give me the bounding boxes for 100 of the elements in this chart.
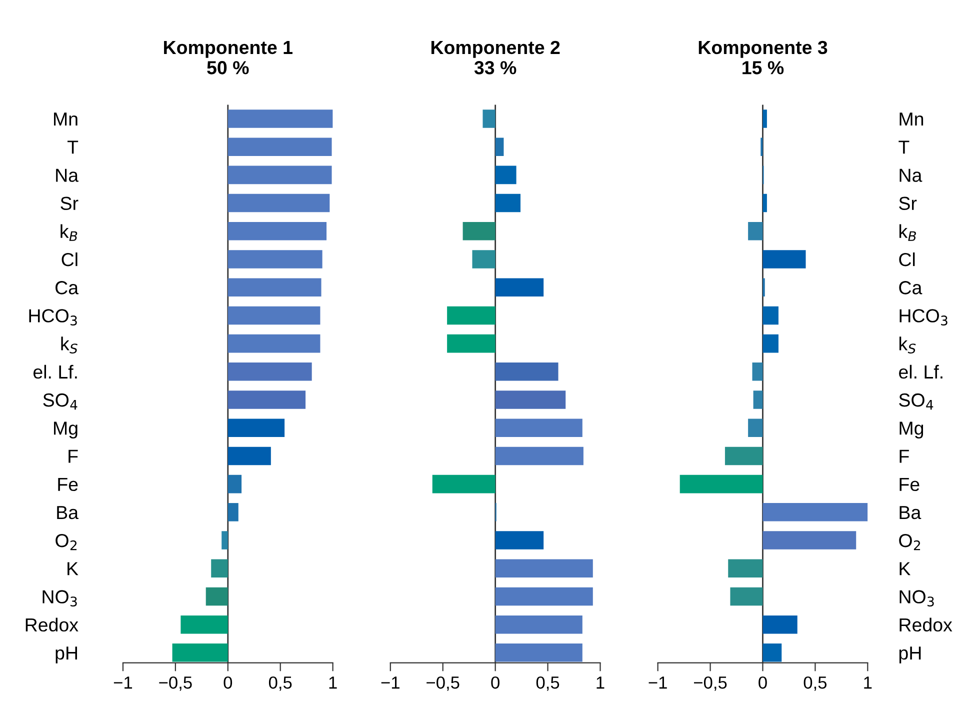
y-tick-label: SO$_{4}$ xyxy=(43,393,78,410)
y-tick-label: Ca xyxy=(899,281,922,294)
chart-title: Komponente 2 33 % xyxy=(431,40,560,74)
bar xyxy=(447,334,496,353)
x-tick-label: 1 xyxy=(329,676,337,689)
y-tick-label: k$_{S}$ xyxy=(899,336,916,354)
x-tick-label: 0 xyxy=(491,676,500,689)
x-tick-label: 0,5 xyxy=(804,676,827,691)
x-tick-label: 0 xyxy=(758,676,767,689)
bar xyxy=(495,531,544,550)
y-tick-label: K xyxy=(900,562,911,576)
y-tick-label: Mn xyxy=(900,112,924,126)
bar xyxy=(228,503,238,522)
bar xyxy=(228,222,327,240)
bar xyxy=(228,390,306,409)
bar xyxy=(228,334,320,353)
bar xyxy=(495,418,582,437)
bar xyxy=(482,110,496,128)
bar xyxy=(228,194,330,212)
y-tick-label: Sr xyxy=(60,196,78,210)
x-tick-label: −0,5 xyxy=(159,676,192,691)
bar xyxy=(495,559,593,578)
bar xyxy=(762,110,767,128)
bar xyxy=(730,587,763,606)
y-tick-label: k$_{B}$ xyxy=(60,224,78,241)
bar xyxy=(728,559,763,578)
bar xyxy=(762,306,778,325)
bar xyxy=(762,194,767,212)
y-tick-label: K xyxy=(68,562,78,576)
bar xyxy=(762,250,806,268)
y-tick-label: HCO$_{3}$ xyxy=(900,309,948,326)
x-tick-label: −0,5 xyxy=(694,676,727,691)
bar xyxy=(447,306,496,325)
bar xyxy=(495,587,593,606)
y-tick-label: Cl xyxy=(899,252,915,266)
y-tick-label: T xyxy=(898,140,910,154)
y-tick-label: el. Lf. xyxy=(33,364,77,379)
y-tick-label: F xyxy=(68,450,78,463)
bar xyxy=(462,222,496,240)
bar xyxy=(228,362,312,381)
bar xyxy=(762,334,778,353)
bar xyxy=(762,503,868,522)
bar xyxy=(495,390,566,409)
bar xyxy=(228,278,322,296)
y-tick-label: Redox xyxy=(26,618,78,632)
bar xyxy=(748,222,763,240)
bar xyxy=(495,446,584,466)
x-tick-label: 1 xyxy=(596,676,604,689)
y-tick-label: Mg xyxy=(900,422,924,439)
y-tick-label: Fe xyxy=(900,478,920,492)
x-tick-label: −1 xyxy=(114,676,132,689)
y-tick-label: Ba xyxy=(57,506,79,520)
bar xyxy=(495,615,582,634)
bar xyxy=(680,474,763,494)
bar xyxy=(762,644,782,662)
bar xyxy=(495,278,544,296)
x-tick-label: −0,5 xyxy=(426,676,460,691)
bar xyxy=(752,362,763,381)
bar xyxy=(211,559,228,578)
bar xyxy=(228,306,320,325)
bar xyxy=(748,418,763,437)
y-tick-label: k$_{B}$ xyxy=(899,224,916,241)
bar xyxy=(472,250,496,268)
bar xyxy=(228,418,285,437)
x-tick-label: −1 xyxy=(648,676,667,689)
y-tick-label: T xyxy=(68,140,78,154)
y-tick-label: el. Lf. xyxy=(899,364,942,379)
x-tick-label: 0,5 xyxy=(536,676,560,691)
bar xyxy=(495,194,520,212)
y-tick-label: HCO$_{3}$ xyxy=(29,309,77,326)
bar xyxy=(172,644,228,662)
bar xyxy=(495,644,582,662)
bar xyxy=(724,446,763,466)
y-tick-label: Na xyxy=(900,168,922,182)
bar xyxy=(228,474,242,494)
y-tick-label: SO$_{4}$ xyxy=(899,393,934,410)
chart-title: Komponente 1 50 % xyxy=(164,41,292,74)
y-tick-label: NO$_{3}$ xyxy=(42,590,77,606)
y-tick-label: Ca xyxy=(56,281,79,294)
bar xyxy=(762,531,856,550)
y-tick-label: O$_{2}$ xyxy=(899,534,920,550)
y-tick-label: k$_{S}$ xyxy=(61,336,78,354)
bar xyxy=(495,138,504,156)
y-tick-label: NO$_{3}$ xyxy=(900,590,934,606)
y-tick-label: Na xyxy=(56,168,79,182)
y-tick-label: Redox xyxy=(900,618,952,632)
bar xyxy=(228,446,271,466)
bar xyxy=(753,390,763,409)
bar xyxy=(222,531,228,550)
bar xyxy=(228,250,322,268)
x-tick-label: 0,5 xyxy=(268,676,292,691)
bar xyxy=(495,166,516,184)
y-tick-label: Mg xyxy=(54,422,78,439)
y-tick-label: Cl xyxy=(62,252,78,266)
y-tick-label: Sr xyxy=(899,196,917,210)
bar xyxy=(228,138,332,156)
y-tick-label: Ba xyxy=(900,506,922,520)
bar xyxy=(228,166,332,184)
y-tick-label: pH xyxy=(56,646,78,664)
y-tick-label: F xyxy=(900,450,909,463)
